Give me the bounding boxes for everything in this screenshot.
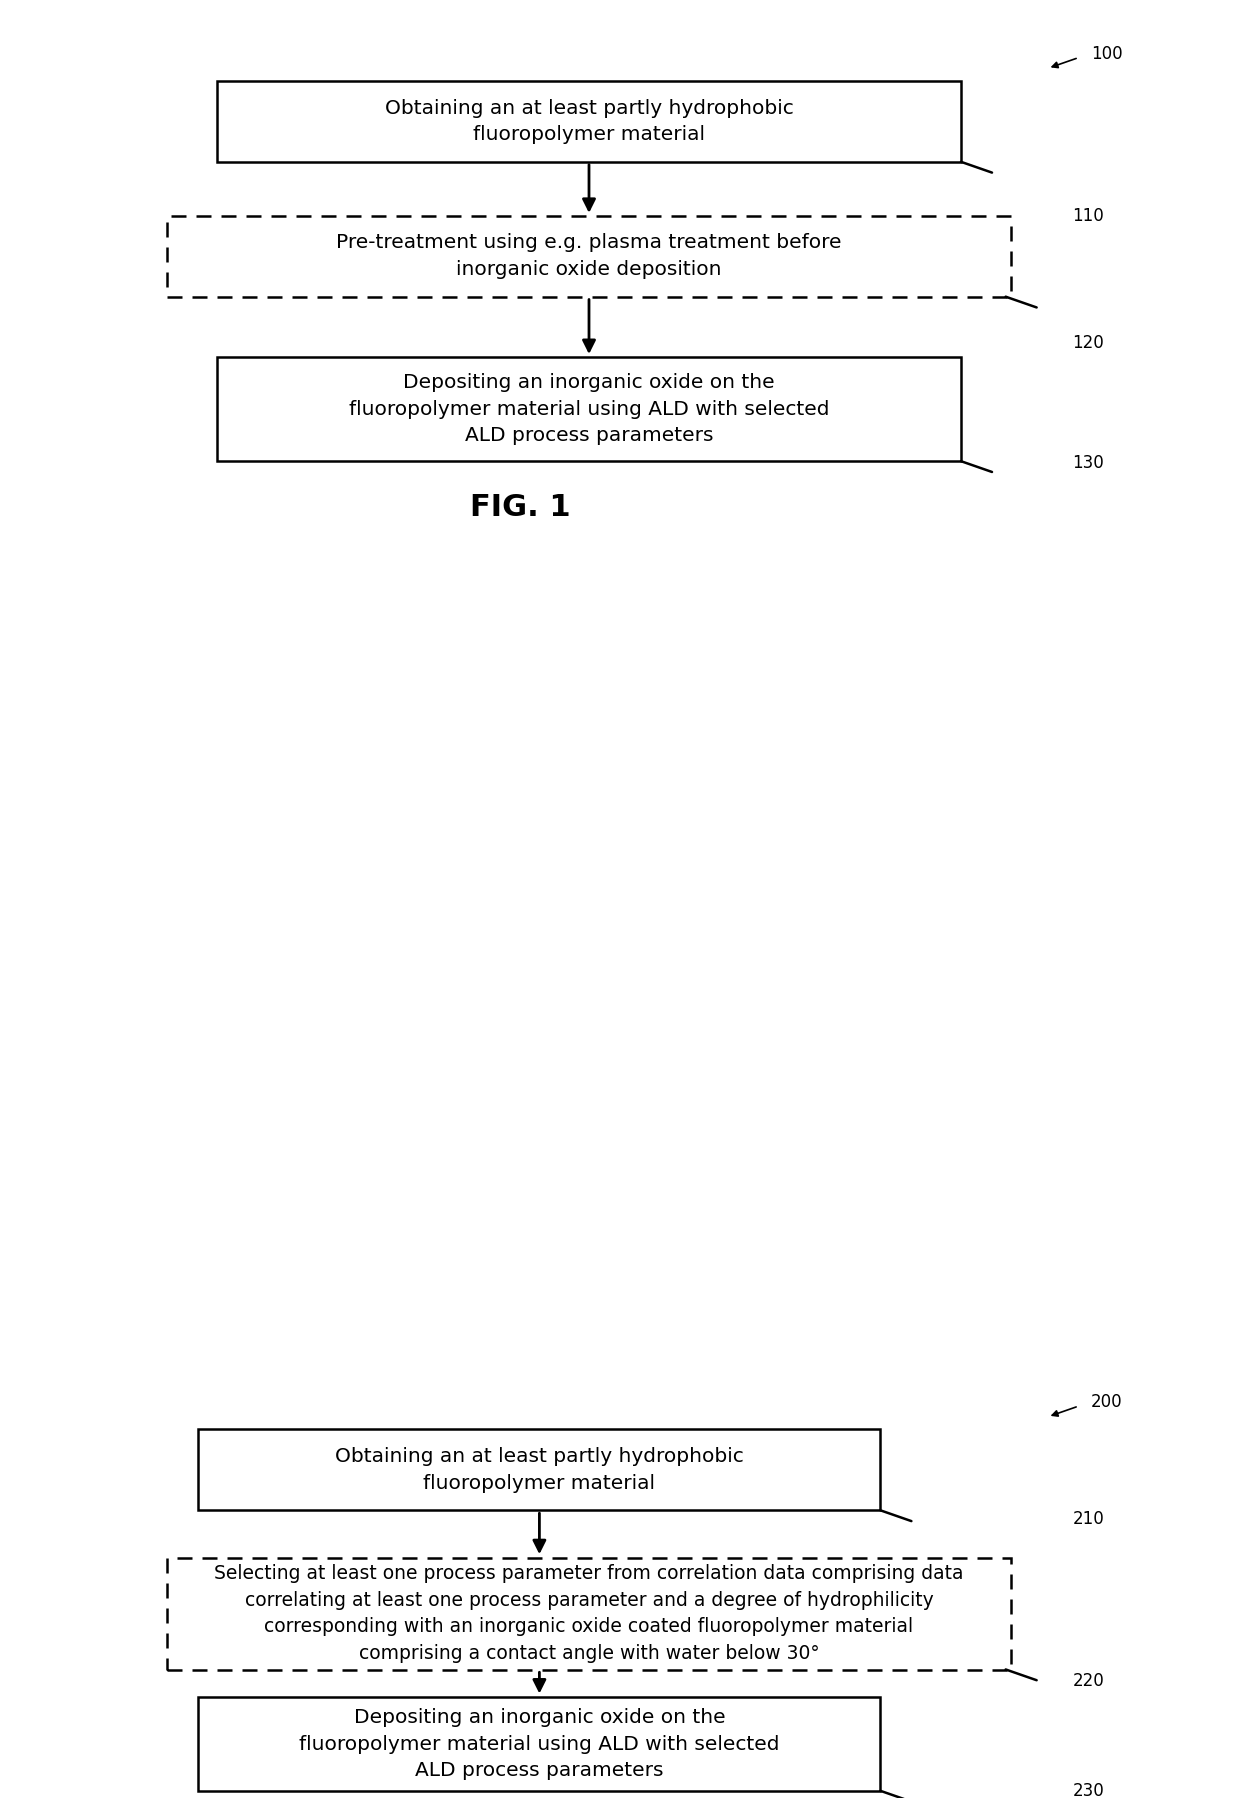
Text: 220: 220 xyxy=(1073,1672,1105,1690)
FancyBboxPatch shape xyxy=(198,1697,880,1791)
FancyBboxPatch shape xyxy=(167,1557,1011,1670)
Text: Obtaining an at least partly hydrophobic
fluoropolymer material: Obtaining an at least partly hydrophobic… xyxy=(335,1447,744,1492)
Text: 120: 120 xyxy=(1073,334,1105,352)
FancyBboxPatch shape xyxy=(167,216,1011,297)
Text: Pre-treatment using e.g. plasma treatment before
inorganic oxide deposition: Pre-treatment using e.g. plasma treatmen… xyxy=(336,234,842,279)
Text: Depositing an inorganic oxide on the
fluoropolymer material using ALD with selec: Depositing an inorganic oxide on the flu… xyxy=(348,372,830,446)
Text: 210: 210 xyxy=(1073,1510,1105,1528)
Text: FIG. 1: FIG. 1 xyxy=(470,493,572,523)
FancyBboxPatch shape xyxy=(198,1429,880,1510)
FancyBboxPatch shape xyxy=(217,81,961,162)
Text: 100: 100 xyxy=(1091,45,1123,63)
FancyBboxPatch shape xyxy=(217,358,961,460)
Text: Obtaining an at least partly hydrophobic
fluoropolymer material: Obtaining an at least partly hydrophobic… xyxy=(384,99,794,144)
Text: 130: 130 xyxy=(1073,453,1105,473)
Text: Depositing an inorganic oxide on the
fluoropolymer material using ALD with selec: Depositing an inorganic oxide on the flu… xyxy=(299,1708,780,1780)
Text: 230: 230 xyxy=(1073,1782,1105,1798)
Text: 110: 110 xyxy=(1073,207,1105,225)
Text: 200: 200 xyxy=(1091,1393,1123,1411)
Text: Selecting at least one process parameter from correlation data comprising data
c: Selecting at least one process parameter… xyxy=(215,1564,963,1663)
